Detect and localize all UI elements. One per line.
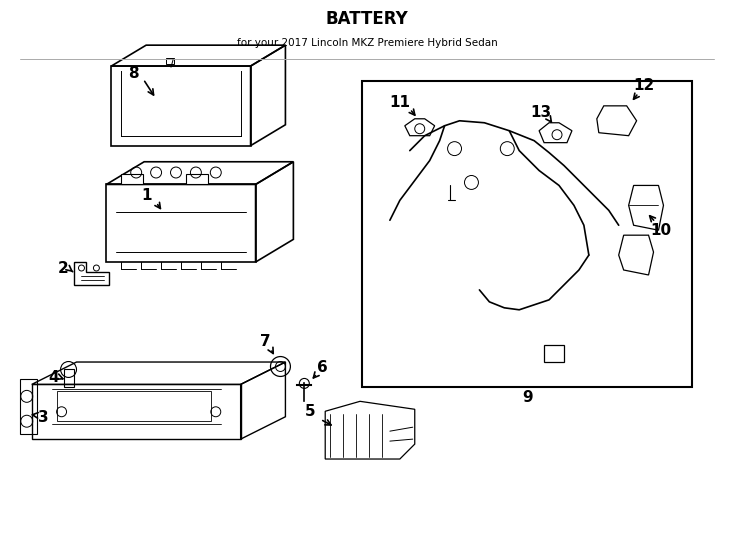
Text: 6: 6 bbox=[317, 360, 327, 375]
Bar bbox=[121, 174, 143, 185]
Text: 8: 8 bbox=[128, 65, 139, 80]
Text: 3: 3 bbox=[38, 410, 49, 425]
Text: 5: 5 bbox=[305, 404, 316, 418]
Bar bbox=[186, 174, 208, 185]
Text: 7: 7 bbox=[261, 334, 271, 349]
Bar bbox=[166, 58, 174, 64]
Text: 2: 2 bbox=[58, 260, 69, 275]
Text: 10: 10 bbox=[650, 222, 671, 238]
Text: 9: 9 bbox=[522, 390, 532, 405]
Bar bbox=[362, 81, 692, 387]
Text: 4: 4 bbox=[48, 370, 59, 385]
Bar bbox=[57, 392, 211, 421]
Text: 12: 12 bbox=[633, 78, 654, 93]
Text: 13: 13 bbox=[531, 105, 552, 120]
Text: BATTERY: BATTERY bbox=[326, 10, 408, 28]
Text: 11: 11 bbox=[389, 96, 410, 110]
Text: for your 2017 Lincoln MKZ Premiere Hybrid Sedan: for your 2017 Lincoln MKZ Premiere Hybri… bbox=[236, 38, 498, 48]
Bar bbox=[64, 369, 73, 387]
Text: 1: 1 bbox=[141, 188, 151, 203]
